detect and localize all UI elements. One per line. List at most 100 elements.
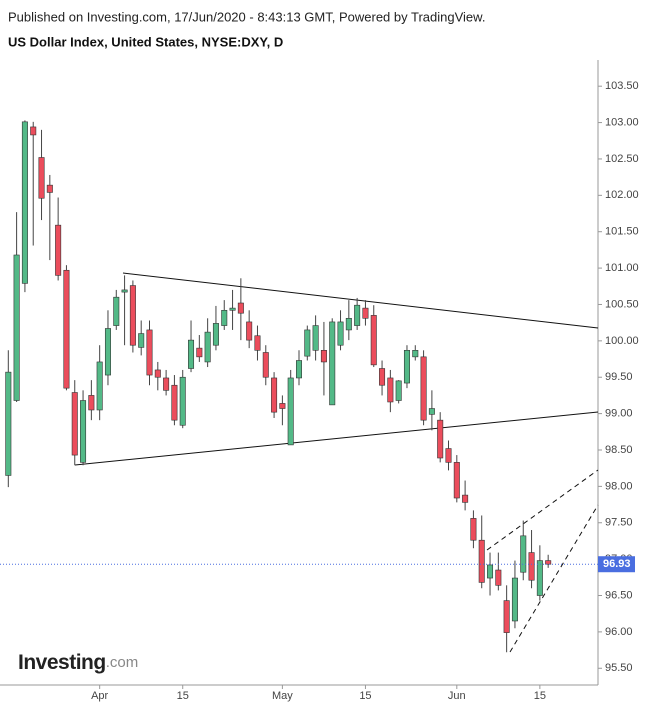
candle-body <box>503 600 510 633</box>
candle-body <box>412 350 419 358</box>
candle-body <box>88 395 95 411</box>
candle-body <box>204 331 211 363</box>
chart-title: US Dollar Index, United States, NYSE:DXY… <box>8 34 283 49</box>
candle-body <box>295 360 302 379</box>
candle-body <box>13 254 20 401</box>
candle-body <box>536 560 543 596</box>
candle-body <box>279 403 286 409</box>
trendline <box>486 469 599 551</box>
candle-body <box>337 321 344 346</box>
candle-body <box>146 329 153 376</box>
logo-suffix: .com <box>106 654 139 671</box>
x-tick-label: 15 <box>534 690 546 702</box>
x-tick-label: Apr <box>91 690 108 702</box>
candle-body <box>462 494 469 503</box>
candle-body <box>520 535 527 573</box>
candle-body <box>154 369 161 378</box>
candle-body <box>163 377 170 391</box>
candle-body <box>80 400 87 463</box>
candle-body <box>395 380 402 401</box>
candle-body <box>320 350 327 363</box>
y-tick-label: 96.00 <box>605 626 633 638</box>
candle-body <box>528 552 535 581</box>
candle-body <box>179 376 186 426</box>
candle-body <box>104 328 111 376</box>
candle-body <box>271 377 278 413</box>
trendlines <box>74 272 599 653</box>
y-tick-label: 100.50 <box>605 298 639 310</box>
candle-body <box>287 377 294 446</box>
candle-body <box>5 371 12 476</box>
y-tick-label: 102.00 <box>605 189 639 201</box>
published-note: Published on Investing.com, 17/Jun/2020 … <box>8 9 485 24</box>
candle-body <box>495 569 502 586</box>
candle-body <box>370 315 377 366</box>
candle-body <box>511 577 518 622</box>
y-tick-label: 96.50 <box>605 589 633 601</box>
y-tick-label: 101.00 <box>605 262 639 274</box>
y-tick-label: 100.00 <box>605 335 639 347</box>
last-price-box <box>598 556 635 573</box>
candle-body <box>71 392 78 456</box>
candle-body <box>237 302 244 314</box>
y-tick-label: 101.50 <box>605 226 639 238</box>
candle-body <box>403 350 410 384</box>
y-tick-label: 102.50 <box>605 153 639 165</box>
candle-body <box>312 325 319 351</box>
logo-brand: Investing <box>18 651 106 674</box>
candle-body <box>487 564 494 579</box>
x-tick-label: May <box>272 690 293 702</box>
candle-body <box>362 307 369 319</box>
candle-body <box>246 321 253 341</box>
y-tick-label: 99.00 <box>605 408 633 420</box>
candle-body <box>30 126 37 136</box>
candle-body <box>345 317 352 331</box>
candle-body <box>188 339 195 369</box>
trendline <box>122 272 599 329</box>
y-tick-label: 103.00 <box>605 116 639 128</box>
candle-body <box>545 560 552 565</box>
y-tick-label: 103.50 <box>605 80 639 92</box>
y-tick-label: 95.50 <box>605 662 633 674</box>
candle-body <box>129 285 136 346</box>
candle-body <box>113 296 120 326</box>
candle-body <box>63 269 70 389</box>
y-tick-label: 98.00 <box>605 480 633 492</box>
candle-body <box>196 347 203 358</box>
last-price-label: 96.93 <box>603 558 631 570</box>
candle-body <box>55 224 62 276</box>
candle-body <box>38 157 45 199</box>
candle-body <box>420 356 427 421</box>
candle-body <box>229 307 236 311</box>
candle-body <box>221 309 228 326</box>
candle-body <box>329 321 336 406</box>
candle-body <box>138 333 145 348</box>
x-tick-label: 15 <box>177 690 189 702</box>
logo: Investing.com <box>18 651 138 674</box>
trendline <box>74 411 599 466</box>
candle-body <box>437 419 444 459</box>
candle-body <box>262 352 269 378</box>
candle-body <box>21 121 28 284</box>
trendline <box>509 504 599 653</box>
x-tick-label: Jun <box>448 690 466 702</box>
y-tick-label: 98.50 <box>605 444 633 456</box>
candle-body <box>254 335 261 351</box>
candle-body <box>121 289 128 293</box>
candle-body <box>445 448 452 463</box>
candle-body <box>171 384 178 421</box>
candle-body <box>379 368 386 386</box>
candle-body <box>470 518 477 541</box>
candle-body <box>453 462 460 499</box>
candle-body <box>304 329 311 357</box>
candle-body <box>212 323 219 346</box>
x-tick-label: 15 <box>359 690 371 702</box>
candle-body <box>96 361 103 411</box>
y-tick-label: 99.50 <box>605 371 633 383</box>
y-tick-label: 97.50 <box>605 517 633 529</box>
candle-body <box>46 184 53 193</box>
candle-body <box>428 408 435 415</box>
candle-body <box>354 304 361 326</box>
